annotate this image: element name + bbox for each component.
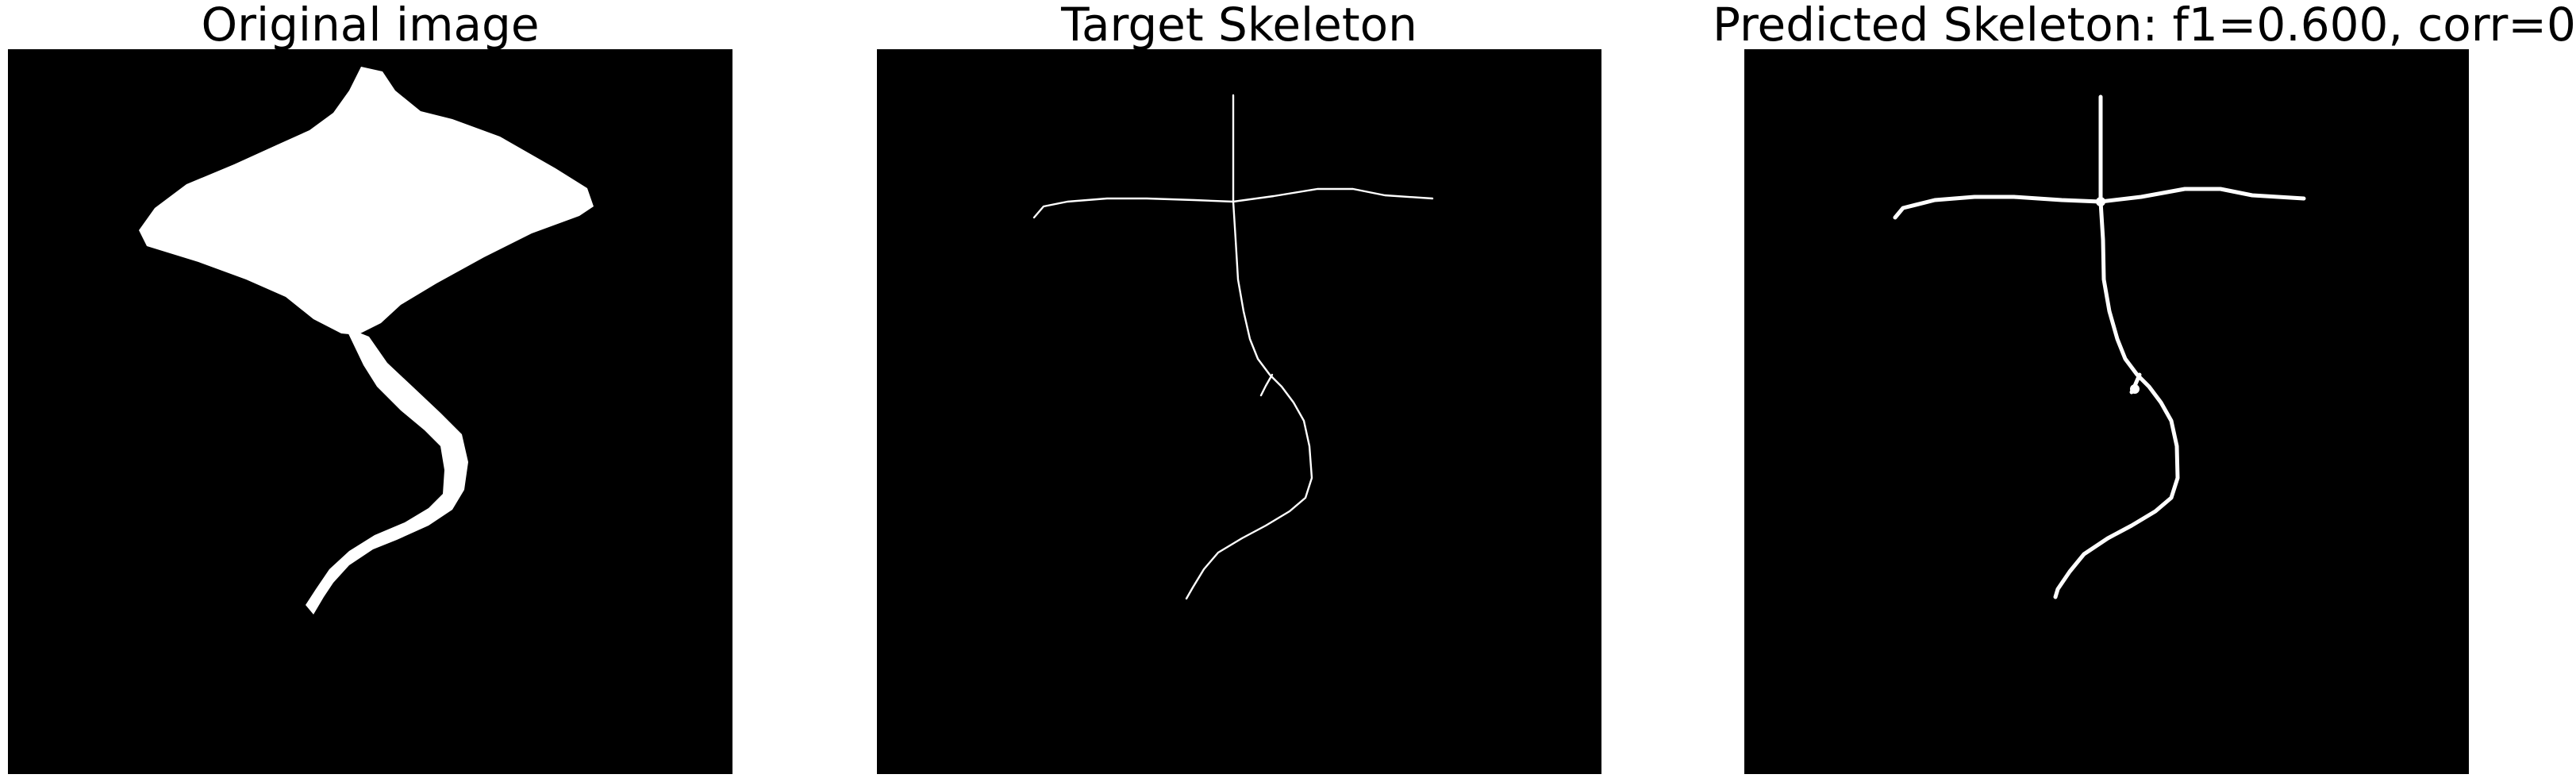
predicted-skeleton-branch-blob: [2130, 384, 2140, 394]
target-skeleton-left-arm: [1032, 197, 1235, 219]
original-image: [8, 49, 732, 774]
predicted-skeleton-image: [1744, 49, 2469, 774]
target-skeleton-branch: [1259, 373, 1274, 397]
panel-original-image: Original image: [8, 0, 732, 782]
predicted-skeleton-spine: [2053, 199, 2180, 599]
predicted-skeleton-right-arm: [2098, 187, 2306, 204]
manta-body-silhouette: [139, 67, 594, 335]
panel-predicted-skeleton: Predicted Skeleton: f1=0.600, corr=0.635: [1713, 0, 2576, 782]
panel-title-target: Target Skeleton: [1061, 0, 1417, 52]
panel-title-original: Original image: [201, 0, 540, 52]
target-skeleton-image: [877, 49, 1601, 774]
panel-title-predicted: Predicted Skeleton: f1=0.600, corr=0.635: [1713, 0, 2576, 52]
predicted-skeleton-left-arm: [1893, 195, 2103, 220]
manta-tail-silhouette: [306, 327, 468, 614]
predicted-skeleton-junction: [2096, 197, 2105, 206]
target-skeleton-spine: [1185, 200, 1313, 600]
target-skeleton-right-arm: [1232, 187, 1434, 203]
panel-target-skeleton: Target Skeleton: [877, 0, 1601, 782]
